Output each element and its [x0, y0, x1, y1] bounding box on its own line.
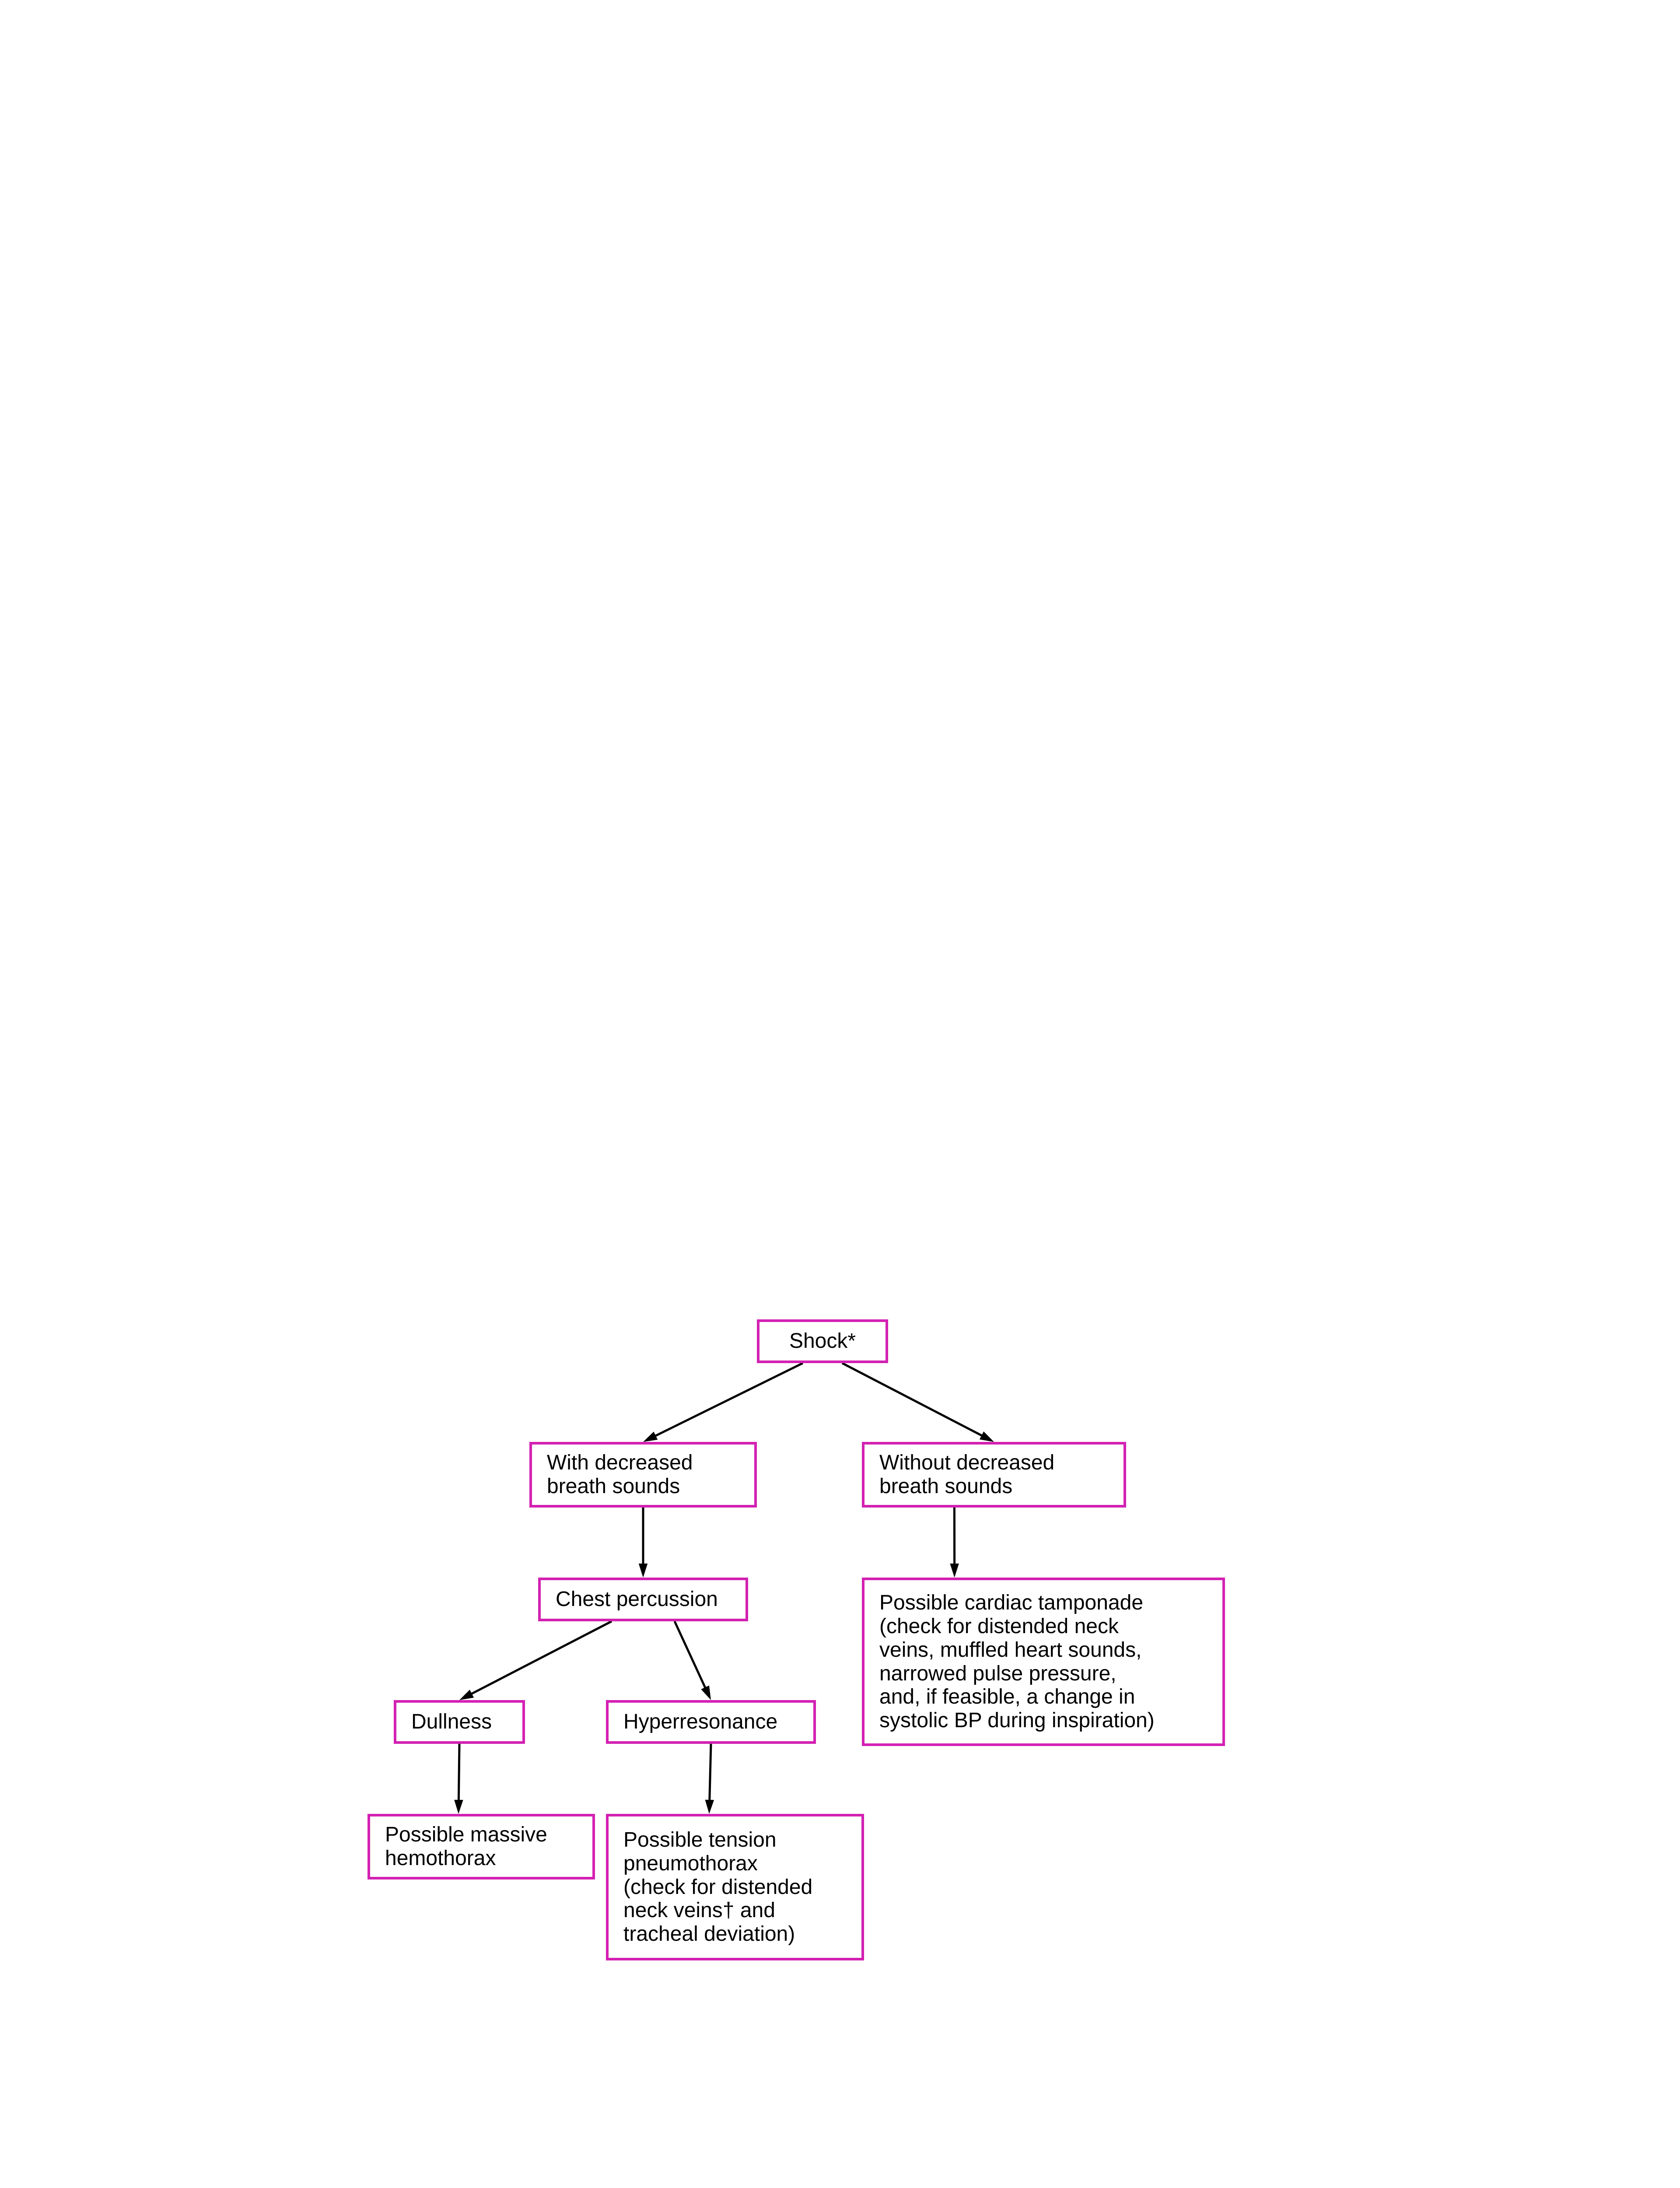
edge-shock-to-withoutdec	[842, 1363, 987, 1438]
node-hemothorax: Possible massive hemothorax	[368, 1814, 595, 1879]
node-tensionpneu: Possible tension pneumothorax (check for…	[606, 1814, 864, 1960]
node-label: Possible cardiac tamponade (check for di…	[879, 1591, 1208, 1732]
edge-chestperc-to-hyper	[675, 1621, 708, 1693]
arrowhead-icon	[701, 1686, 711, 1700]
arrowhead-icon	[980, 1431, 994, 1442]
node-label: With decreased breath sounds	[547, 1451, 739, 1498]
node-chestperc: Chest percussion	[538, 1578, 748, 1621]
arrowhead-icon	[643, 1432, 658, 1442]
node-tamponade: Possible cardiac tamponade (check for di…	[862, 1578, 1225, 1746]
node-label: Without decreased breath sounds	[879, 1451, 1109, 1498]
edge-dullness-to-hemothorax	[458, 1744, 459, 1806]
flowchart-canvas: Shock* With decreased breath sounds Withou…	[0, 0, 1680, 2188]
edge-hyper-to-tensionpneu	[709, 1744, 711, 1806]
node-hyper: Hyperresonance	[606, 1700, 816, 1744]
node-label: Chest percussion	[556, 1588, 731, 1611]
arrowhead-icon	[705, 1800, 714, 1814]
arrowhead-icon	[950, 1564, 959, 1578]
node-label: Possible tension pneumothorax (check for…	[623, 1828, 847, 1946]
arrowhead-icon	[459, 1690, 474, 1700]
node-label: Possible massive hemothorax	[385, 1823, 578, 1870]
arrowhead-icon	[454, 1800, 463, 1814]
node-withdec: With decreased breath sounds	[529, 1442, 757, 1508]
node-label: Hyperresonance	[623, 1710, 798, 1734]
node-dullness: Dullness	[394, 1700, 525, 1744]
edge-chestperc-to-dullness	[466, 1621, 612, 1697]
node-shock: Shock*	[757, 1319, 888, 1363]
node-withoutdec: Without decreased breath sounds	[862, 1442, 1126, 1508]
node-label: Shock*	[786, 1329, 859, 1353]
node-label: Dullness	[411, 1710, 508, 1734]
arrowhead-icon	[639, 1564, 648, 1578]
edge-shock-to-withdec	[650, 1363, 803, 1438]
